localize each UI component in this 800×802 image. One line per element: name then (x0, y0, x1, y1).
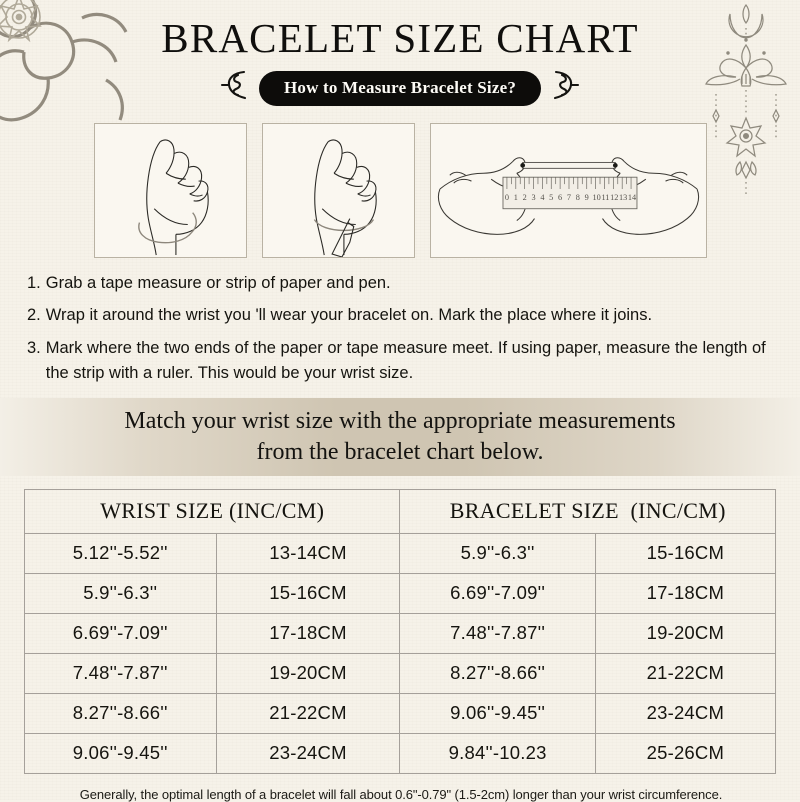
flourish-left-icon (220, 68, 250, 109)
cell-bracelet-inches: 9.84''-10.23 (399, 732, 596, 774)
table-row: 8.27''-8.66'' 21-22CM 9.06''-9.45'' 23-2… (24, 692, 777, 734)
list-item: 2. Wrap it around the wrist you 'll wear… (27, 303, 776, 328)
section-badge-row: How to Measure Bracelet Size? (0, 68, 800, 109)
lotus-moon-hanging-ornament (692, 0, 800, 198)
cell-wrist-inches: 6.69''-7.09'' (24, 612, 217, 654)
svg-text:4: 4 (540, 193, 544, 202)
svg-text:9: 9 (584, 193, 588, 202)
cell-bracelet-inches: 5.9''-6.3'' (399, 532, 596, 574)
step-number: 2. (27, 306, 41, 325)
cell-wrist-inches: 8.27''-8.66'' (24, 692, 217, 734)
table-row: 9.06''-9.45'' 23-24CM 9.84''-10.23 25-26… (24, 732, 777, 774)
cell-wrist-cm: 13-14CM (215, 532, 401, 574)
cell-bracelet-cm: 23-24CM (594, 692, 777, 734)
cell-wrist-inches: 9.06''-9.45'' (24, 732, 217, 774)
svg-text:5: 5 (549, 193, 553, 202)
cell-wrist-inches: 7.48''-7.87'' (24, 652, 217, 694)
svg-text:8: 8 (575, 193, 579, 202)
column-header-wrist-size: WRIST SIZE (INC/CM) (23, 488, 401, 534)
list-item: 1. Grab a tape measure or strip of paper… (27, 271, 776, 296)
list-item: 3. Mark where the two ends of the paper … (27, 336, 776, 386)
flourish-right-icon (550, 68, 580, 109)
how-to-measure-badge: How to Measure Bracelet Size? (258, 71, 542, 107)
svg-text:10: 10 (592, 193, 600, 202)
svg-text:0: 0 (504, 193, 508, 202)
svg-text:13: 13 (619, 193, 627, 202)
match-size-band: Match your wrist size with the appropria… (0, 397, 800, 476)
table-row: 5.9''-6.3'' 15-16CM 6.69''-7.09'' 17-18C… (24, 572, 777, 614)
step-number: 3. (27, 338, 41, 357)
cell-wrist-cm: 15-16CM (215, 572, 401, 614)
svg-text:14: 14 (627, 193, 635, 202)
cell-bracelet-cm: 17-18CM (594, 572, 777, 614)
cell-bracelet-inches: 7.48''-7.87'' (399, 612, 596, 654)
band-heading-line-1: Match your wrist size with the appropria… (124, 408, 676, 435)
table-row: 5.12''-5.52'' 13-14CM 5.9''-6.3'' 15-16C… (24, 532, 777, 574)
column-header-bracelet-size: BRACELET SIZE (INC/CM) (399, 488, 776, 534)
cell-bracelet-cm: 25-26CM (594, 732, 777, 774)
svg-text:7: 7 (566, 193, 570, 202)
svg-text:12: 12 (610, 193, 618, 202)
step-text: Mark where the two ends of the paper or … (45, 338, 766, 382)
step-text: Wrap it around the wrist you 'll wear yo… (45, 306, 653, 325)
table-header-row: WRIST SIZE (INC/CM) BRACELET SIZE (INC/C… (23, 488, 776, 534)
cell-bracelet-cm: 21-22CM (594, 652, 777, 694)
size-chart-table: WRIST SIZE (INC/CM) BRACELET SIZE (INC/C… (23, 488, 777, 774)
table-row: 6.69''-7.09'' 17-18CM 7.48''-7.87'' 19-2… (24, 612, 777, 654)
cell-bracelet-cm: 19-20CM (594, 612, 777, 654)
cell-wrist-cm: 19-20CM (215, 652, 401, 694)
band-heading-line-2: from the bracelet chart below. (256, 438, 544, 465)
measurement-steps: 1. Grab a tape measure or strip of paper… (27, 271, 776, 385)
svg-text:6: 6 (558, 193, 562, 202)
cell-wrist-inches: 5.12''-5.52'' (24, 532, 217, 574)
step-number: 1. (27, 274, 41, 293)
svg-text:2: 2 (522, 193, 526, 202)
step-text: Grab a tape measure or strip of paper an… (45, 274, 391, 293)
illustration-hand-with-tape-measure (93, 123, 247, 259)
cell-bracelet-inches: 6.69''-7.09'' (399, 572, 596, 614)
illustration-hand-marking-with-pen (261, 123, 415, 259)
cell-bracelet-inches: 8.27''-8.66'' (399, 652, 596, 694)
svg-text:11: 11 (601, 193, 609, 202)
cell-bracelet-cm: 15-16CM (594, 532, 777, 574)
cell-wrist-inches: 5.9''-6.3'' (24, 572, 217, 614)
table-row: 7.48''-7.87'' 19-20CM 8.27''-8.66'' 21-2… (24, 652, 777, 694)
cell-bracelet-inches: 9.06''-9.45'' (399, 692, 596, 734)
footer-note: Generally, the optimal length of a brace… (79, 786, 723, 802)
mandala-flower-ornament (0, 0, 136, 134)
size-chart-container: WRIST SIZE (INC/CM) BRACELET SIZE (INC/C… (23, 488, 777, 774)
cell-wrist-cm: 23-24CM (215, 732, 401, 774)
cell-wrist-cm: 21-22CM (215, 692, 401, 734)
cell-wrist-cm: 17-18CM (215, 612, 401, 654)
svg-text:1: 1 (513, 193, 517, 202)
page-title: BRACELET SIZE CHART (161, 15, 639, 61)
svg-text:3: 3 (531, 193, 535, 202)
